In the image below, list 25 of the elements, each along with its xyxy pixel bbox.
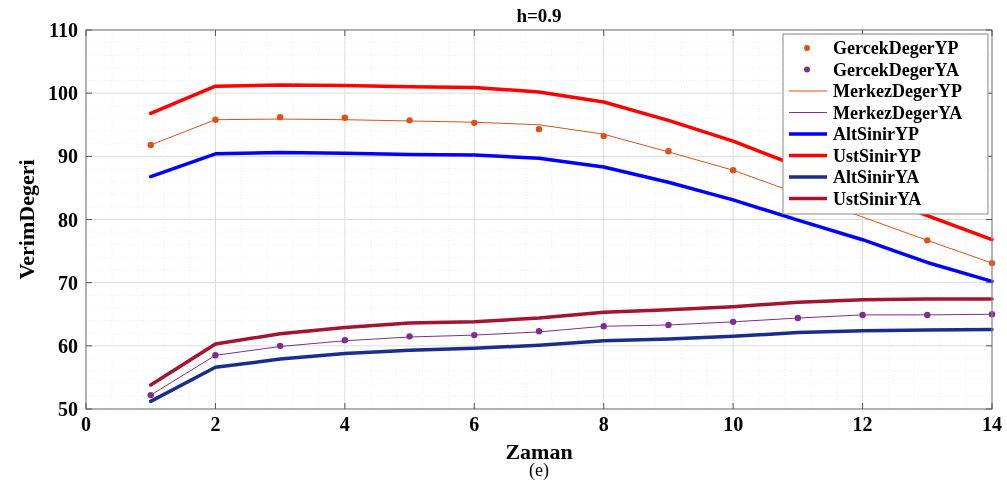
x-tick-label: 0 <box>81 413 91 435</box>
y-tick-label: 70 <box>58 271 78 294</box>
x-tick-label: 10 <box>723 413 744 435</box>
legend-label: MerkezDegerYP <box>833 81 962 102</box>
legend-label: AltSinirYP <box>833 124 920 145</box>
x-tick-label: 6 <box>469 413 480 435</box>
x-tick-label: 4 <box>339 413 350 435</box>
legend-label: GercekDegerYA <box>833 59 959 80</box>
y-axis-title: VerimDegeri <box>14 159 39 280</box>
y-tick-label: 60 <box>58 334 78 357</box>
x-tick-label: 12 <box>852 413 873 435</box>
legend-label: GercekDegerYP <box>833 38 959 59</box>
y-tick-label: 110 <box>49 19 78 41</box>
legend-label: UstSinirYP <box>833 145 922 166</box>
y-tick-label: 100 <box>48 82 78 105</box>
y-tick-label: 50 <box>58 398 78 420</box>
x-tick-label: 2 <box>210 413 221 435</box>
y-tick-label: 90 <box>58 145 78 168</box>
y-tick-label: 80 <box>58 208 78 231</box>
legend-label: AltSinirYA <box>833 167 920 188</box>
chart-title: h=0.9 <box>516 5 562 26</box>
x-tick-label: 8 <box>598 413 609 435</box>
legend-label: MerkezDegerYA <box>833 102 963 123</box>
legend-label: UstSinirYA <box>833 188 922 209</box>
x-tick-label: 14 <box>982 413 1002 435</box>
